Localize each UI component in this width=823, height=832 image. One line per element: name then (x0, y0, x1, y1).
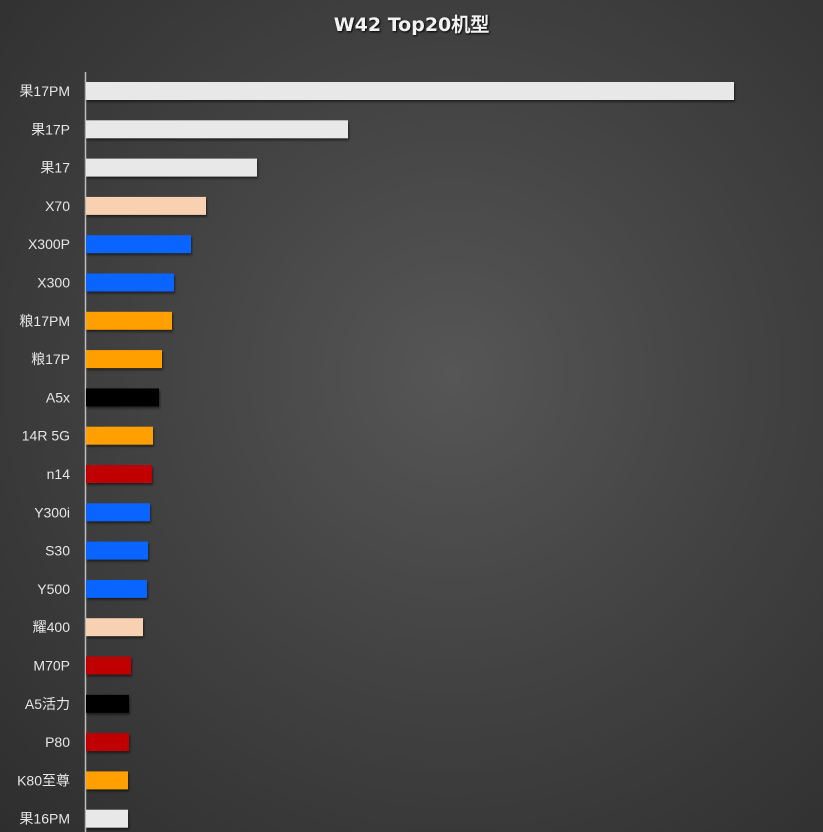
category-label: 果17P (31, 121, 70, 137)
bar (86, 694, 129, 713)
bar (86, 503, 150, 522)
category-label: K80至尊 (17, 772, 70, 788)
category-label: 耀400 (33, 619, 71, 635)
category-label: P80 (45, 734, 70, 750)
bar (86, 120, 348, 139)
bar (86, 158, 257, 177)
bar (86, 273, 174, 292)
category-label: Y300i (34, 504, 70, 520)
category-label: A5活力 (25, 696, 70, 712)
bar (86, 733, 129, 752)
category-label: n14 (47, 466, 71, 482)
bar (86, 809, 128, 828)
category-label: 果16PM (19, 811, 70, 827)
category-label: A5x (46, 389, 70, 405)
category-label: 粮17P (31, 351, 70, 367)
category-label: 果17PM (19, 83, 70, 99)
category-label: 14R 5G (22, 428, 70, 444)
bar (86, 426, 153, 445)
bar (86, 541, 148, 560)
bar (86, 656, 131, 675)
bar (86, 196, 206, 215)
bar (86, 618, 143, 637)
category-label: 粮17PM (19, 313, 70, 329)
bar (86, 82, 734, 100)
chart-title: W42 Top20机型 (333, 14, 490, 36)
bar (86, 311, 172, 330)
bar (86, 350, 162, 369)
bar (86, 388, 159, 407)
category-label: Y500 (37, 581, 70, 597)
category-label: M70P (33, 658, 70, 674)
category-label: X300P (28, 236, 70, 252)
category-label: S30 (45, 543, 70, 559)
category-label: X300 (37, 275, 70, 291)
bar (86, 465, 152, 483)
bar (86, 771, 128, 790)
category-label: X70 (45, 198, 70, 214)
bar (86, 235, 191, 254)
category-label: 果17 (40, 160, 70, 176)
bar (86, 579, 147, 598)
